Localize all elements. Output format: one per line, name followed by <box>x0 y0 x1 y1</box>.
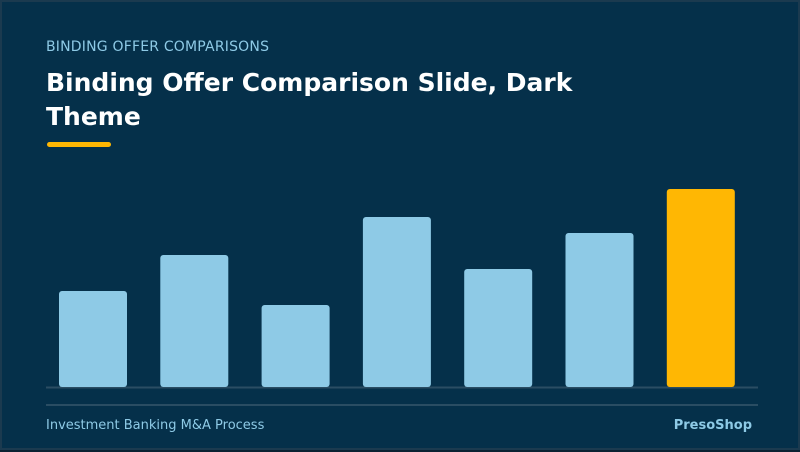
title-accent-line <box>47 142 111 147</box>
footer-brand: PresoShop <box>673 418 752 433</box>
chart-bar <box>160 255 229 387</box>
slide-title: Binding Offer Comparison Slide, Dark The… <box>46 68 573 131</box>
chart-bar-highlighted <box>666 189 735 387</box>
footer-divider <box>46 404 758 406</box>
chart-bar <box>362 217 431 387</box>
slide-eyebrow: BINDING OFFER COMPARISONS <box>46 39 270 55</box>
chart-bar <box>261 305 330 387</box>
chart-bar <box>464 269 533 387</box>
chart-bar <box>59 291 127 387</box>
footer-caption: Investment Banking M&A Process <box>46 418 265 433</box>
chart-bar <box>565 233 634 387</box>
